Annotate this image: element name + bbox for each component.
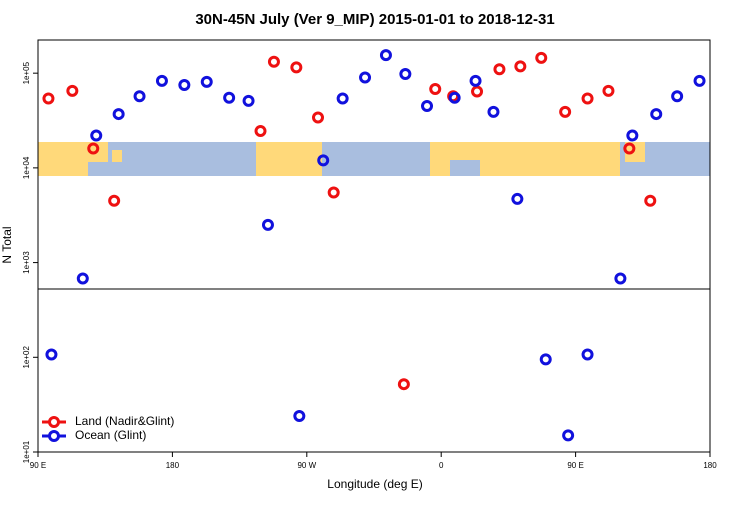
point bbox=[45, 348, 58, 361]
point bbox=[155, 74, 168, 87]
legend-marker bbox=[48, 430, 60, 442]
point bbox=[254, 125, 267, 138]
legend-label: Land (Nadir&Glint) bbox=[75, 414, 174, 428]
y-tick-label: 1e+03 bbox=[22, 251, 31, 274]
map-strip bbox=[38, 142, 710, 176]
point bbox=[267, 55, 280, 68]
x-tick-label: 0 bbox=[439, 461, 444, 470]
point bbox=[76, 272, 89, 285]
x-tick-label: 90 E bbox=[567, 461, 583, 470]
y-axis-label: N Total bbox=[0, 226, 14, 263]
point bbox=[223, 91, 236, 104]
point bbox=[650, 108, 663, 121]
point bbox=[242, 94, 255, 107]
point bbox=[493, 63, 506, 76]
point bbox=[336, 92, 349, 105]
point bbox=[626, 129, 639, 142]
y-tick-label: 1e+01 bbox=[22, 440, 31, 463]
point bbox=[399, 68, 412, 81]
point bbox=[379, 49, 392, 62]
point bbox=[178, 79, 191, 92]
x-tick-label: 90 W bbox=[297, 461, 316, 470]
point bbox=[511, 192, 524, 205]
point bbox=[448, 91, 461, 104]
x-tick-label: 90 E bbox=[30, 461, 46, 470]
point bbox=[539, 353, 552, 366]
point bbox=[535, 51, 548, 64]
point bbox=[317, 154, 330, 167]
point bbox=[469, 74, 482, 87]
point bbox=[671, 90, 684, 103]
point bbox=[581, 92, 594, 105]
y-tick-label: 1e+02 bbox=[22, 346, 31, 369]
point bbox=[562, 429, 575, 442]
point bbox=[471, 85, 484, 98]
point bbox=[327, 186, 340, 199]
point bbox=[514, 60, 527, 73]
x-tick-label: 180 bbox=[703, 461, 717, 470]
y-tick-label: 1e+04 bbox=[22, 156, 31, 179]
point bbox=[421, 100, 434, 113]
point bbox=[602, 84, 615, 97]
point bbox=[293, 409, 306, 422]
x-tick-label: 180 bbox=[166, 461, 180, 470]
plot-frame bbox=[37, 39, 711, 453]
point bbox=[261, 218, 274, 231]
point bbox=[87, 142, 100, 155]
point bbox=[614, 272, 627, 285]
point bbox=[559, 105, 572, 118]
y-tick-label: 1e+05 bbox=[22, 61, 31, 84]
x-axis-label: Longitude (deg E) bbox=[327, 477, 422, 491]
point bbox=[90, 129, 103, 142]
point bbox=[42, 92, 55, 105]
point bbox=[359, 71, 372, 84]
point bbox=[623, 142, 636, 155]
point bbox=[200, 75, 213, 88]
point bbox=[644, 194, 657, 207]
point bbox=[397, 378, 410, 391]
point bbox=[66, 84, 79, 97]
point bbox=[487, 105, 500, 118]
point bbox=[112, 108, 125, 121]
legend-label: Ocean (Glint) bbox=[75, 428, 146, 442]
point bbox=[429, 83, 442, 96]
point bbox=[108, 194, 121, 207]
chart-title: 30N-45N July (Ver 9_MIP) 2015-01-01 to 2… bbox=[195, 11, 554, 28]
point bbox=[312, 111, 324, 124]
point bbox=[581, 348, 594, 361]
point bbox=[290, 61, 303, 74]
legend-marker bbox=[48, 416, 60, 428]
point bbox=[693, 74, 706, 87]
point bbox=[133, 90, 146, 103]
